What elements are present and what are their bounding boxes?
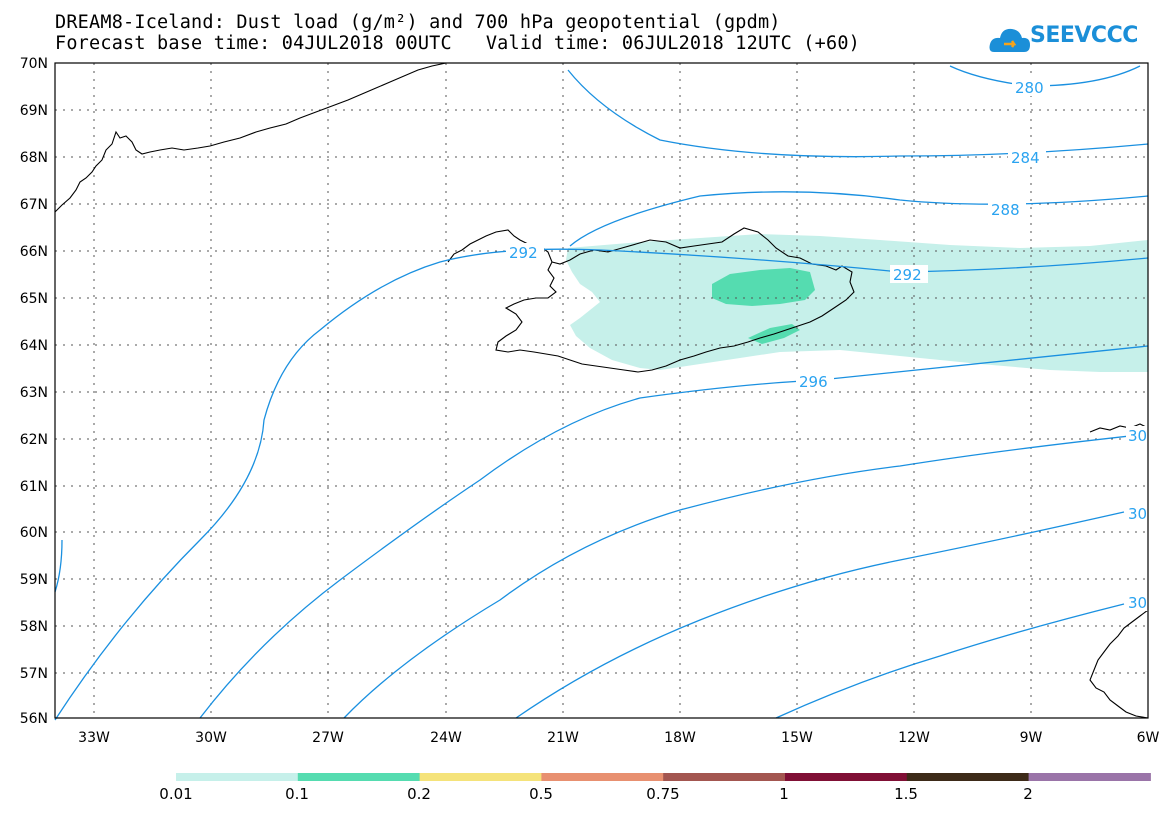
lat-label: 66N	[20, 244, 48, 260]
contour-small	[54, 539, 63, 593]
colorbar-swatch	[663, 773, 786, 781]
lat-label: 59N	[20, 572, 48, 588]
colorbar-swatch	[176, 773, 299, 781]
faroe-islands	[1089, 423, 1149, 433]
colorbar-label: 1	[779, 785, 789, 803]
colorbar-swatch	[419, 773, 542, 781]
contour-300b	[515, 511, 1125, 719]
lon-label: 30W	[195, 730, 227, 746]
colorbar	[176, 773, 1151, 781]
colorbar-swatch	[906, 773, 1030, 781]
contour-300c	[775, 603, 1125, 719]
contour-label: 30	[1128, 505, 1147, 523]
colorbar-label: 0.1	[285, 785, 309, 803]
geopotential-contours	[54, 65, 1149, 721]
dust-area-mid	[712, 268, 815, 306]
contour-label: 284	[1011, 149, 1040, 167]
coastlines	[54, 62, 1149, 719]
lat-label: 70N	[20, 56, 48, 72]
lat-label: 64N	[20, 338, 48, 354]
longitude-labels: 33W 30W 27W 24W 21W 18W 15W 12W 9W 6W	[78, 730, 1159, 746]
scotland-coast	[1089, 609, 1149, 719]
lon-label: 12W	[898, 730, 930, 746]
lat-label: 57N	[20, 666, 48, 682]
lon-label: 15W	[781, 730, 813, 746]
map-subtitle: Forecast base time: 04JUL2018 00UTC Vali…	[55, 33, 860, 54]
colorbar-label: 0.5	[529, 785, 553, 803]
dust-shading	[566, 234, 1148, 372]
map-title: DREAM8-Iceland: Dust load (g/m²) and 700…	[55, 12, 781, 33]
lat-label: 67N	[20, 197, 48, 213]
contour-label: 280	[1015, 79, 1044, 97]
lon-label: 24W	[430, 730, 462, 746]
colorbar-label: 0.75	[646, 785, 679, 803]
lat-label: 63N	[20, 385, 48, 401]
contour-label: 30	[1128, 594, 1147, 612]
dust-area-low	[566, 234, 1148, 372]
map-frame	[54, 62, 1149, 719]
contour-284	[567, 69, 1149, 158]
cloud-logo-icon	[989, 28, 1030, 52]
colorbar-swatch	[785, 773, 908, 781]
colorbar-label: 0.01	[159, 785, 192, 803]
lon-label: 27W	[312, 730, 344, 746]
lat-label: 62N	[20, 432, 48, 448]
colorbar-swatch	[541, 773, 664, 781]
colorbar-label: 2	[1023, 785, 1033, 803]
lat-label: 56N	[20, 711, 48, 727]
lat-label: 65N	[20, 291, 48, 307]
lat-label: 61N	[20, 479, 48, 495]
lat-label: 69N	[20, 103, 48, 119]
contour-label: 288	[991, 201, 1020, 219]
lat-label: 58N	[20, 619, 48, 635]
greenland-coast	[54, 62, 447, 213]
colorbar-swatch	[1028, 773, 1151, 781]
contour-labels: 280 284 288 292 292 296 30 30 30	[506, 78, 1148, 612]
latitude-labels: 70N 69N 68N 67N 66N 65N 64N 63N 62N 61N …	[20, 56, 48, 727]
colorbar-label: 0.2	[407, 785, 431, 803]
logo-text: SEEVCCC	[1030, 23, 1138, 48]
colorbar-swatch	[297, 773, 421, 781]
lon-label: 9W	[1020, 730, 1043, 746]
contour-label: 292	[893, 266, 922, 284]
contour-300a	[343, 433, 1149, 719]
lon-label: 18W	[664, 730, 696, 746]
iceland-coast	[447, 227, 855, 373]
lat-label: 60N	[20, 525, 48, 541]
lat-label: 68N	[20, 150, 48, 166]
lon-label: 21W	[547, 730, 579, 746]
lon-label: 6W	[1137, 730, 1160, 746]
contour-288	[569, 191, 1149, 247]
graticule	[55, 63, 1148, 718]
lon-label: 33W	[78, 730, 110, 746]
contour-label: 296	[799, 373, 828, 391]
contour-label: 292	[509, 244, 538, 262]
colorbar-label: 1.5	[894, 785, 918, 803]
colorbar-labels: 0.01 0.1 0.2 0.5 0.75 1 1.5 2	[159, 785, 1032, 803]
contour-296	[199, 345, 1149, 719]
contour-label: 30	[1128, 427, 1147, 445]
